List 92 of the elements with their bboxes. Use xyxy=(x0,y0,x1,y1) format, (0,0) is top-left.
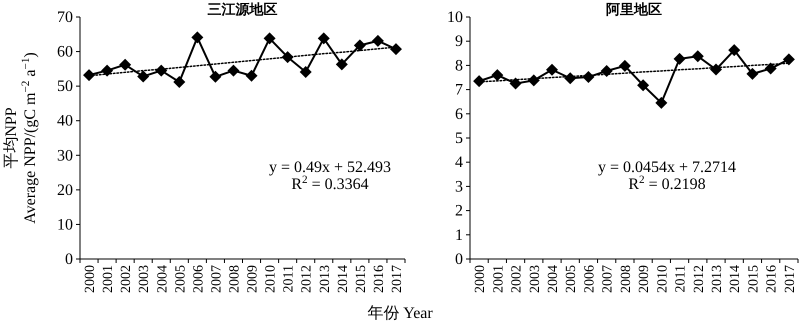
point xyxy=(137,70,150,82)
x-tick-label: 2005 xyxy=(564,265,580,293)
y-tick-label: 1 xyxy=(455,226,463,244)
y-tick-label: 20 xyxy=(57,182,73,199)
x-tick-label: 2005 xyxy=(173,265,188,293)
x-tick-label: 2007 xyxy=(209,265,224,293)
y-tick-label: 5 xyxy=(455,130,463,147)
x-tick-label: 2001 xyxy=(491,265,506,293)
x-tick-label: 2002 xyxy=(119,265,134,293)
chart-title: 阿里地区 xyxy=(606,2,662,18)
point xyxy=(173,76,186,88)
x-tick-label: 2000 xyxy=(83,265,98,293)
x-tick-label: 2012 xyxy=(692,265,707,293)
y-tick-label: 9 xyxy=(455,33,463,50)
x-tick-label: 2015 xyxy=(354,265,369,293)
x-tick-label: 2000 xyxy=(473,265,488,293)
chart-title: 三江源地区 xyxy=(208,2,278,18)
point xyxy=(746,68,758,80)
x-tick-label: 2001 xyxy=(101,265,116,293)
y-tick-label: 6 xyxy=(455,106,463,123)
point xyxy=(119,58,132,71)
point xyxy=(764,62,777,75)
y-tick-label: 0 xyxy=(455,251,463,268)
x-tick-label: 2003 xyxy=(137,265,152,293)
y-tick-label: 4 xyxy=(455,154,463,172)
y-tick-label: 30 xyxy=(57,147,73,164)
point xyxy=(390,43,402,56)
x-tick-label: 2007 xyxy=(600,265,616,293)
x-axis-title: 年份 Year xyxy=(367,305,434,322)
annotation: R$^{2}$ = 0.2198 xyxy=(628,174,706,193)
x-tick-label: 2009 xyxy=(246,265,261,293)
x-tick-label: 2010 xyxy=(264,265,279,293)
x-tick-label: 2015 xyxy=(746,265,762,293)
y-tick-label: 70 xyxy=(57,9,73,26)
point xyxy=(264,32,276,44)
x-tick-label: 2006 xyxy=(582,265,598,293)
x-tick-label: 2003 xyxy=(528,265,543,293)
point xyxy=(637,79,650,92)
point xyxy=(83,69,96,82)
y-tick-label: 10 xyxy=(57,216,73,234)
point xyxy=(191,31,204,44)
point xyxy=(728,44,740,56)
x-tick-label: 2011 xyxy=(282,265,297,292)
x-tick-label: 2002 xyxy=(510,265,525,293)
y-tick-label: 50 xyxy=(57,78,73,96)
x-tick-label: 2016 xyxy=(372,265,387,293)
y-tick-label: 7 xyxy=(455,82,463,99)
point xyxy=(318,32,330,44)
x-tick-label: 2004 xyxy=(155,265,170,293)
x-tick-label: 2014 xyxy=(728,265,744,293)
point xyxy=(372,34,384,47)
y-tick-label: 8 xyxy=(455,57,463,74)
x-tick-label: 2006 xyxy=(191,265,206,293)
y-tick-label: 60 xyxy=(57,44,73,61)
point xyxy=(227,64,240,77)
annotation: y = 0.49x + 52.493 xyxy=(268,159,392,176)
point xyxy=(692,50,704,62)
x-tick-label: 2012 xyxy=(300,265,315,293)
y-tick-label: 40 xyxy=(57,112,73,130)
point xyxy=(354,39,366,52)
x-tick-label: 2014 xyxy=(336,265,351,293)
y-tick-label: 3 xyxy=(455,178,463,196)
point xyxy=(101,64,114,77)
x-tick-label: 2013 xyxy=(710,265,725,293)
point xyxy=(336,58,348,70)
x-tick-label: 2004 xyxy=(546,265,561,293)
annotation: y = 0.0454x + 7.2714 xyxy=(598,159,736,176)
x-tick-label: 2010 xyxy=(655,265,670,293)
point xyxy=(782,53,795,66)
x-tick-label: 2009 xyxy=(637,265,652,293)
point xyxy=(300,66,312,78)
x-tick-label: 2016 xyxy=(764,265,780,293)
point xyxy=(600,64,613,77)
point xyxy=(546,64,558,76)
point xyxy=(246,70,258,82)
point xyxy=(618,60,631,72)
y-tick-label: 0 xyxy=(65,251,73,268)
x-tick-label: 2008 xyxy=(618,265,634,293)
x-tick-label: 2008 xyxy=(227,265,242,293)
point xyxy=(473,75,486,88)
point xyxy=(674,52,686,65)
y-tick-label: 2 xyxy=(455,202,463,220)
point xyxy=(655,96,668,109)
point xyxy=(209,70,222,83)
x-tick-label: 2011 xyxy=(674,265,689,292)
x-tick-label: 2017 xyxy=(782,265,798,293)
annotation: R$^{2}$ = 0.3364 xyxy=(291,174,369,193)
x-tick-label: 2013 xyxy=(318,265,333,293)
point xyxy=(510,78,522,90)
point xyxy=(491,69,504,82)
x-tick-label: 2017 xyxy=(390,265,405,293)
y-tick-label: 10 xyxy=(447,9,463,26)
